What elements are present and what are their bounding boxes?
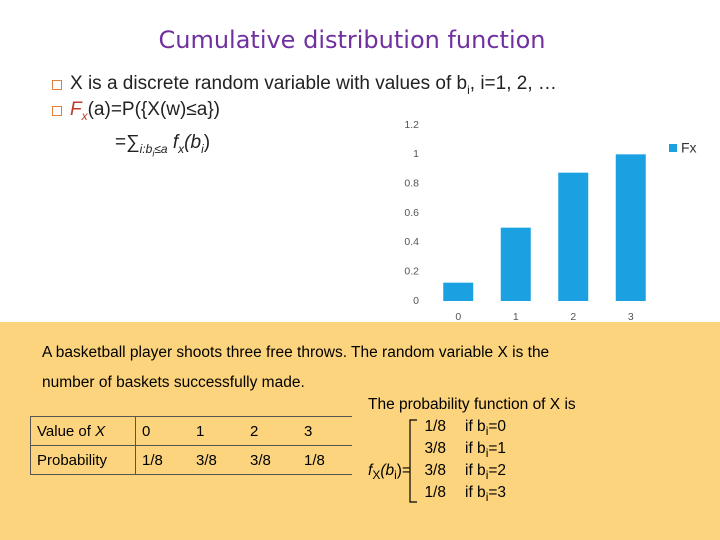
text: Value of — [37, 422, 96, 440]
text: ) — [203, 132, 211, 153]
subscript: i — [394, 468, 397, 483]
bullet: Fx(a)=P({X(w)≤a}) — [70, 99, 220, 123]
case-value: 1/8 — [424, 484, 446, 501]
y-tick-label: 0.2 — [404, 265, 419, 277]
text: if b — [465, 484, 486, 501]
text: Probability — [37, 451, 108, 469]
table-cell: Value of X — [30, 416, 136, 446]
table-cell: 2 — [244, 416, 298, 446]
text: )= — [396, 462, 412, 479]
legend-swatch — [669, 144, 677, 152]
y-tick-label: 0.6 — [404, 207, 419, 219]
slide-title: Cumulative distribution function — [158, 26, 546, 54]
bar — [558, 172, 589, 301]
subscript: i — [485, 490, 489, 505]
x-tick-label: 1 — [513, 311, 519, 322]
x-tick-label: 2 — [570, 311, 576, 322]
text: if b — [465, 418, 486, 435]
table-cell: 1 — [190, 416, 244, 446]
bar — [500, 227, 531, 301]
bar — [615, 154, 646, 301]
text: =2 — [488, 462, 507, 479]
subscript: i:bi≤a — [139, 141, 168, 159]
y-tick-label: 0.4 — [404, 236, 419, 248]
x-tick-label: 0 — [455, 311, 461, 322]
table-cell: 1/8 — [135, 445, 190, 475]
subscript: X — [372, 468, 381, 483]
text: if b — [465, 462, 486, 479]
bar — [443, 282, 474, 301]
text: f — [368, 462, 373, 479]
text: (b — [184, 132, 202, 153]
text: , i=1, 2, … — [469, 73, 557, 94]
table: Value of X 0 1 2 3 Probability 1/8 3/8 3… — [30, 416, 352, 475]
text: F — [70, 99, 82, 120]
text: (b — [380, 462, 395, 479]
subscript: i — [485, 424, 489, 439]
table-row: Probability 1/8 3/8 3/8 1/8 — [30, 445, 352, 475]
pmf-heading: The probability function of X is — [368, 396, 576, 413]
case-condition: if bi=3 — [465, 484, 506, 504]
subscript: i — [485, 446, 489, 461]
text: f — [172, 132, 179, 153]
text: =0 — [488, 418, 507, 435]
text: =3 — [488, 484, 507, 501]
text: i:b — [139, 141, 153, 156]
sum-line: =∑i:bi≤a fx(bi) — [115, 132, 210, 158]
subscript: i — [485, 468, 489, 483]
legend-label: Fx — [681, 140, 697, 156]
bullet: X is a discrete random variable with val… — [70, 73, 557, 97]
table-cell: 3/8 — [244, 445, 298, 475]
table-cell: 3 — [298, 416, 352, 446]
table-row: Value of X 0 1 2 3 — [30, 416, 352, 446]
brace — [409, 419, 417, 503]
y-tick-label: 0 — [413, 295, 419, 307]
y-tick-label: 1.2 — [404, 119, 419, 131]
subscript: i — [467, 82, 470, 97]
text: =∑ — [115, 132, 140, 153]
case-value: 3/8 — [424, 440, 446, 457]
text: =1 — [488, 440, 507, 457]
subscript: i — [152, 148, 155, 159]
case-value: 3/8 — [424, 462, 446, 479]
bullet-marker — [52, 80, 62, 90]
case-condition: if bi=2 — [465, 462, 506, 482]
y-tick-label: 1 — [413, 148, 419, 160]
subscript: x — [81, 108, 88, 123]
text: if b — [465, 440, 486, 457]
text: ≤a — [154, 141, 168, 156]
bullet-marker — [52, 106, 62, 116]
example-text: number of baskets successfully made. — [42, 374, 305, 391]
x-tick-label: 3 — [628, 311, 634, 322]
table-cell: Probability — [30, 445, 136, 475]
case-condition: if bi=0 — [465, 418, 506, 438]
pmf-lhs: fX(bi)= — [368, 462, 411, 482]
case-value: 1/8 — [424, 418, 446, 435]
subscript: x — [178, 141, 185, 156]
table-cell: 1/8 — [298, 445, 352, 475]
example-text: A basketball player shoots three free th… — [42, 344, 550, 361]
table-cell: 0 — [135, 416, 190, 446]
subscript: i — [201, 141, 204, 156]
chart: 0 0.2 0.4 0.6 0.8 1 1.2 0 1 2 3 Fx — [404, 119, 697, 322]
text: (a)=P({X(w)≤a}) — [87, 99, 220, 120]
case-condition: if bi=1 — [465, 440, 506, 460]
table-cell: 3/8 — [190, 445, 244, 475]
text: X — [95, 422, 106, 440]
text: X is a discrete random variable with val… — [70, 73, 468, 94]
y-tick-label: 0.8 — [404, 177, 419, 189]
